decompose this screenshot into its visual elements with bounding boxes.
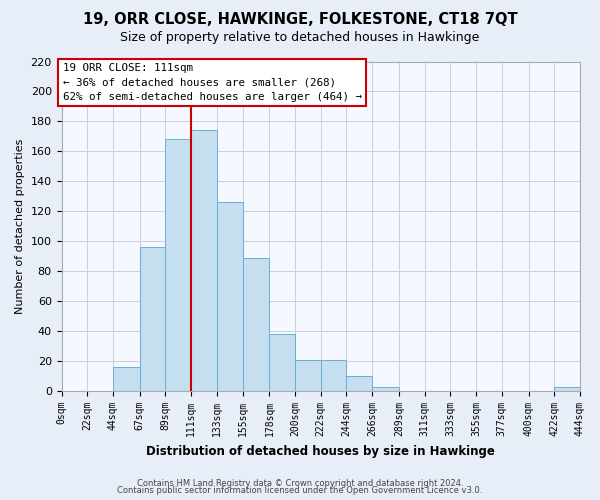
Text: 19 ORR CLOSE: 111sqm
← 36% of detached houses are smaller (268)
62% of semi-deta: 19 ORR CLOSE: 111sqm ← 36% of detached h… xyxy=(62,63,362,102)
Bar xyxy=(346,376,372,391)
Text: Size of property relative to detached houses in Hawkinge: Size of property relative to detached ho… xyxy=(121,31,479,44)
Bar xyxy=(269,334,295,391)
Text: Contains public sector information licensed under the Open Government Licence v3: Contains public sector information licen… xyxy=(118,486,482,495)
Bar xyxy=(166,140,191,391)
Bar xyxy=(191,130,217,391)
Bar xyxy=(113,367,140,391)
Bar xyxy=(217,202,242,391)
Text: Contains HM Land Registry data © Crown copyright and database right 2024.: Contains HM Land Registry data © Crown c… xyxy=(137,478,463,488)
Bar xyxy=(554,386,580,391)
Bar xyxy=(242,258,269,391)
Text: 19, ORR CLOSE, HAWKINGE, FOLKESTONE, CT18 7QT: 19, ORR CLOSE, HAWKINGE, FOLKESTONE, CT1… xyxy=(83,12,517,28)
Y-axis label: Number of detached properties: Number of detached properties xyxy=(15,138,25,314)
X-axis label: Distribution of detached houses by size in Hawkinge: Distribution of detached houses by size … xyxy=(146,444,495,458)
Bar xyxy=(295,360,321,391)
Bar xyxy=(372,386,399,391)
Bar xyxy=(140,248,166,391)
Bar xyxy=(321,360,346,391)
